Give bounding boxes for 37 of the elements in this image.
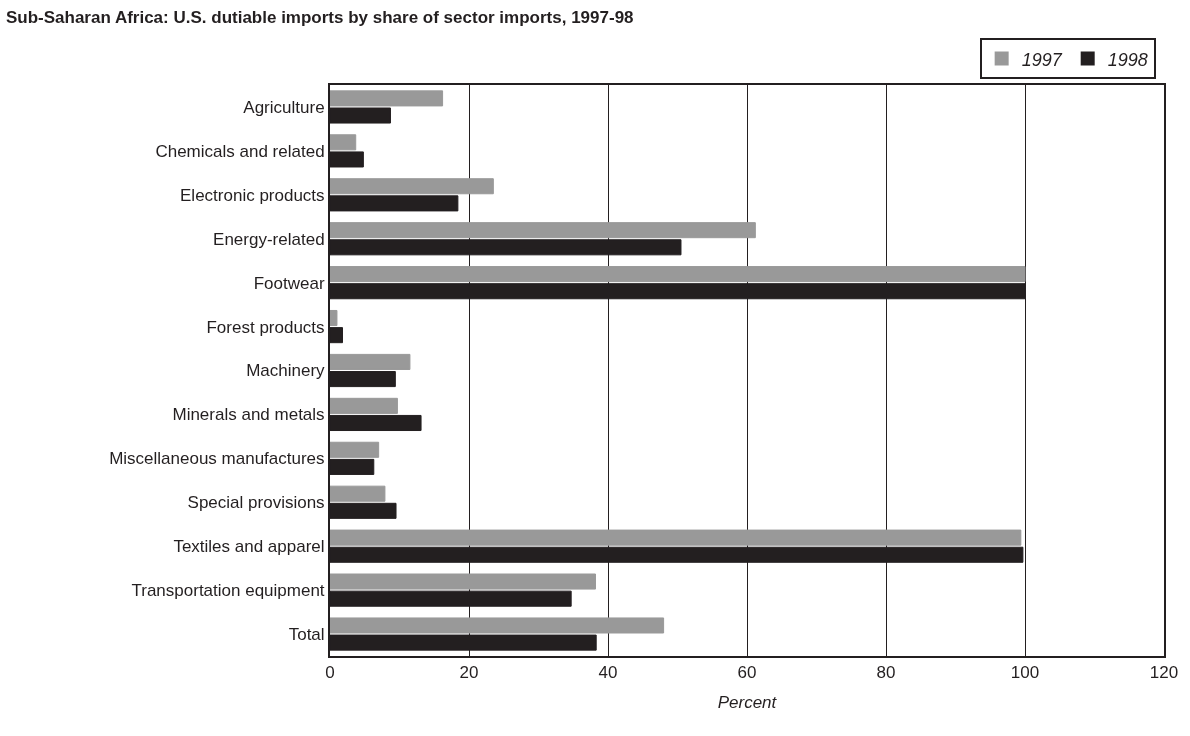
bar: [330, 222, 756, 239]
y-tick-label: Machinery: [246, 361, 326, 381]
x-tick-label: 40: [598, 663, 618, 683]
x-tick-label: 20: [459, 663, 479, 683]
y-tick-label: Special provisions: [187, 493, 325, 513]
legend-label: 1998: [1107, 49, 1148, 70]
y-tick-label: Miscellaneous manufactures: [109, 449, 325, 469]
y-tick-label: Forest products: [206, 317, 325, 337]
x-tick-label: 0: [325, 663, 335, 683]
y-tick-label: Chemicals and related: [155, 141, 325, 161]
x-tick-label: 80: [876, 663, 896, 683]
legend-label: 1997: [1021, 49, 1063, 70]
x-tick-label: 100: [1010, 663, 1040, 683]
x-tick-label: 120: [1149, 663, 1179, 683]
bar: [330, 90, 444, 107]
bar: [330, 485, 386, 502]
bar: [330, 309, 338, 327]
y-tick-label: Transportation equipment: [131, 581, 325, 601]
y-tick-label: Footwear: [253, 273, 325, 293]
bar: [330, 266, 1026, 283]
y-tick-label: Textiles and apparel: [173, 537, 325, 557]
x-axis-title: Percent: [717, 693, 778, 713]
bar: [330, 573, 596, 590]
bar: [330, 353, 411, 370]
x-tick-label: 60: [737, 663, 757, 683]
bar: [330, 617, 665, 634]
bar: [330, 397, 398, 414]
bar: [330, 529, 1022, 546]
bar: [330, 134, 357, 151]
y-tick-label: Total: [288, 624, 325, 644]
y-tick-label: Electronic products: [180, 185, 325, 205]
y-tick-label: Agriculture: [243, 97, 325, 117]
bar: [330, 178, 494, 195]
y-tick-label: Minerals and metals: [172, 405, 325, 425]
bar: [330, 441, 380, 458]
y-tick-label: Energy-related: [213, 229, 325, 249]
chart-title: Sub-Saharan Africa: U.S. dutiable imports by share of sector imports, 1997-98: [5, 7, 634, 27]
